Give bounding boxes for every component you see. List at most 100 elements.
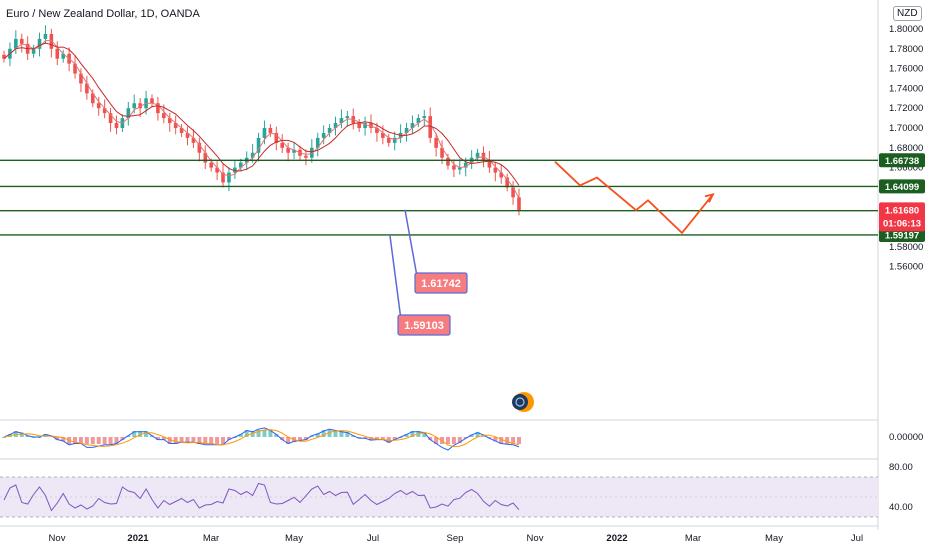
candle-body xyxy=(102,108,107,114)
macd-bar xyxy=(55,437,60,440)
macd-bar xyxy=(215,437,220,444)
macd-bar xyxy=(374,437,379,440)
candle-body xyxy=(315,137,320,148)
candle-body xyxy=(369,123,373,128)
candle-body xyxy=(458,167,462,170)
macd-bar xyxy=(392,437,397,440)
macd-bar xyxy=(422,431,427,437)
candle-body xyxy=(428,116,433,138)
candle-body xyxy=(333,123,338,128)
candle-body xyxy=(55,48,60,59)
candle-body xyxy=(511,187,515,198)
candle-body xyxy=(197,142,202,153)
macd-bar xyxy=(351,435,356,437)
price-tick-label: 1.76000 xyxy=(889,64,923,75)
time-tick-label: Nov xyxy=(49,533,66,544)
time-tick-label: Mar xyxy=(685,533,701,544)
price-tick-label: 1.70000 xyxy=(889,123,923,134)
macd-bar xyxy=(96,437,101,444)
candle-body xyxy=(191,137,196,143)
price-tick-label: 1.74000 xyxy=(889,83,923,94)
candle-body xyxy=(238,162,243,168)
candle-body xyxy=(487,159,492,168)
candle-body xyxy=(446,157,450,166)
candle-body xyxy=(475,152,480,158)
macd-bar xyxy=(250,431,255,437)
candle-body xyxy=(215,167,219,173)
macd-bar xyxy=(155,437,160,440)
time-tick-label: Mar xyxy=(203,533,219,544)
macd-bar xyxy=(315,433,320,437)
candle-body xyxy=(203,152,208,163)
macd-bar xyxy=(2,437,6,438)
level-price-label: 1.66738 xyxy=(885,156,919,167)
macd-bar xyxy=(286,437,291,444)
time-tick-label: Jul xyxy=(367,533,379,544)
candle-body xyxy=(138,103,142,109)
signal-line xyxy=(3,429,520,448)
candle-body xyxy=(280,142,285,148)
macd-axis-label: 0.00000 xyxy=(889,432,923,443)
rsi-axis-label: 80.00 xyxy=(889,462,913,473)
candle-body xyxy=(14,38,18,49)
candle-body xyxy=(410,123,415,128)
macd-bar xyxy=(191,437,196,443)
macd-bar xyxy=(167,437,172,444)
macd-bar xyxy=(185,437,190,443)
price-callout xyxy=(397,314,451,336)
macd-bar xyxy=(268,430,273,437)
price-tick-label: 1.68000 xyxy=(889,143,923,154)
candles xyxy=(2,25,521,216)
macd-bar xyxy=(144,431,149,437)
macd-bar xyxy=(203,437,208,444)
time-tick-label: Jul xyxy=(851,533,863,544)
event-icon xyxy=(515,397,525,407)
macd-bar xyxy=(339,431,344,437)
current-price-tag xyxy=(879,202,925,232)
candle-body xyxy=(321,132,326,138)
time-tick-label: May xyxy=(285,533,303,544)
time-tick-label: Sep xyxy=(447,533,464,544)
candle-body xyxy=(114,123,119,128)
macd-bar xyxy=(505,437,510,444)
price-callout-label: 1.61742 xyxy=(421,278,461,290)
candle-body xyxy=(381,132,385,138)
macd-bar xyxy=(221,437,226,444)
moving-average-line xyxy=(3,42,520,186)
projection-path xyxy=(554,161,714,235)
macd-bar xyxy=(108,437,113,444)
macd-bar xyxy=(244,430,249,437)
price-tick-label: 1.80000 xyxy=(889,24,923,35)
macd-bar xyxy=(84,437,89,444)
current-price-countdown: 01:06:13 xyxy=(883,218,921,229)
candle-body xyxy=(292,149,296,153)
price-callout xyxy=(414,272,468,294)
macd-bar xyxy=(493,437,498,442)
candle-body xyxy=(363,123,367,128)
candle-body xyxy=(256,137,261,153)
candle-body xyxy=(452,165,456,170)
price-tick-label: 1.78000 xyxy=(889,44,923,55)
macd-bar xyxy=(481,434,486,437)
macd-bar xyxy=(78,437,83,444)
macd-bar xyxy=(380,437,385,440)
macd-bar xyxy=(25,435,30,437)
time-tick-label: 2022 xyxy=(606,533,627,544)
chart-title: Euro / New Zealand Dollar, 1D, OANDA xyxy=(6,8,200,20)
current-price-label: 1.61680 xyxy=(885,205,919,216)
candle-body xyxy=(386,137,391,143)
macd-bar xyxy=(428,437,433,440)
candle-body xyxy=(327,128,332,133)
candle-body xyxy=(434,137,438,148)
rsi-axis-label: 40.00 xyxy=(889,502,913,513)
candle-body xyxy=(2,54,6,59)
candle-body xyxy=(345,116,350,119)
macd-bar xyxy=(297,437,302,441)
macd-bar xyxy=(90,437,95,444)
macd-bar xyxy=(475,431,480,437)
currency-badge[interactable]: NZD xyxy=(893,6,922,21)
price-tick-label: 1.58000 xyxy=(889,242,923,253)
time-tick-label: Nov xyxy=(527,533,544,544)
candle-body xyxy=(262,128,267,138)
